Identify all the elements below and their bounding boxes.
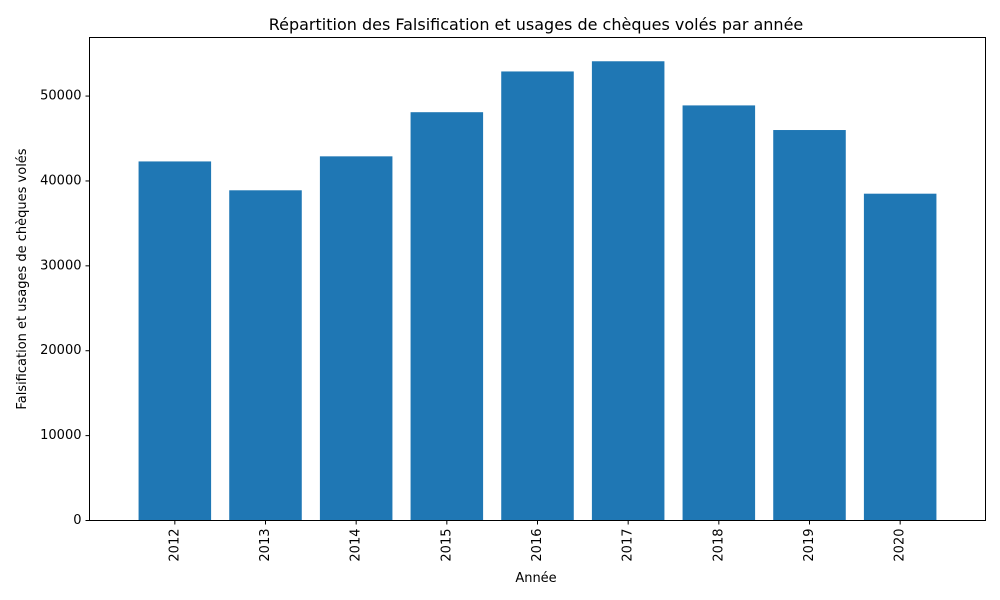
chart-title: Répartition des Falsification et usages … — [269, 15, 804, 34]
bar-2020 — [863, 193, 937, 521]
bar-2014 — [319, 156, 393, 521]
x-tick-label: 2013 — [258, 529, 273, 562]
x-tick-label: 2014 — [349, 529, 364, 562]
y-tick-label: 10000 — [40, 428, 81, 443]
bar-2015 — [410, 112, 484, 521]
y-tick-label: 0 — [73, 513, 81, 528]
x-tick-label: 2012 — [167, 529, 182, 562]
bar-2013 — [229, 190, 302, 521]
bar-2017 — [591, 61, 665, 521]
bar-2012 — [138, 161, 212, 521]
x-tick-label: 2016 — [530, 529, 545, 562]
y-tick-label: 50000 — [40, 89, 81, 104]
bars-group — [138, 61, 937, 521]
x-axis-ticks: 2012 2013 2014 2015 2016 2017 2018 2019 2020 — [167, 520, 908, 562]
x-tick-label: 2019 — [802, 529, 817, 562]
x-tick-label: 2018 — [711, 529, 726, 562]
x-axis-title: Année — [515, 571, 556, 586]
plot-area-frame — [89, 37, 986, 521]
y-tick-label: 30000 — [40, 258, 81, 273]
y-axis-ticks: 0 10000 20000 30000 40000 50000 — [40, 89, 90, 528]
bar-2018 — [682, 105, 756, 521]
bar-2016 — [501, 71, 574, 521]
x-tick-label: 2015 — [439, 529, 454, 562]
x-tick-label: 2020 — [893, 529, 908, 562]
x-tick-label: 2017 — [621, 529, 636, 562]
bar-2019 — [773, 130, 846, 521]
y-tick-label: 40000 — [40, 173, 81, 188]
y-axis-title: Falsification et usages de chèques volés — [15, 148, 30, 409]
y-tick-label: 20000 — [40, 343, 81, 358]
